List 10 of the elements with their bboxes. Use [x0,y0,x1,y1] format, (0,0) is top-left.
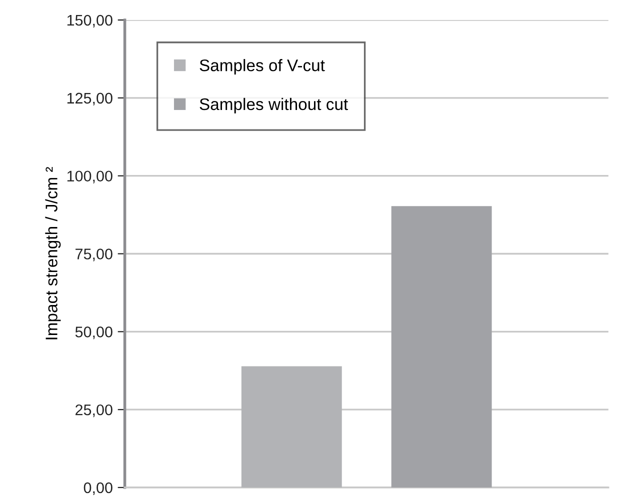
y-tick-label: 150,00 [67,14,112,28]
y-tick-label: 0,00 [84,482,112,495]
y-tick-label: 100,00 [67,170,112,184]
legend-label: Samples of V-cut [200,59,325,75]
y-tick-label: 75,00 [76,248,112,262]
y-tick-label: 125,00 [67,92,112,106]
y-tick-label: 25,00 [76,404,112,418]
y-tick-label: 50,00 [75,326,112,340]
legend-label: Samples without cut [200,98,348,114]
y-axis-title: Impact strength / J/cm ² [45,167,61,340]
